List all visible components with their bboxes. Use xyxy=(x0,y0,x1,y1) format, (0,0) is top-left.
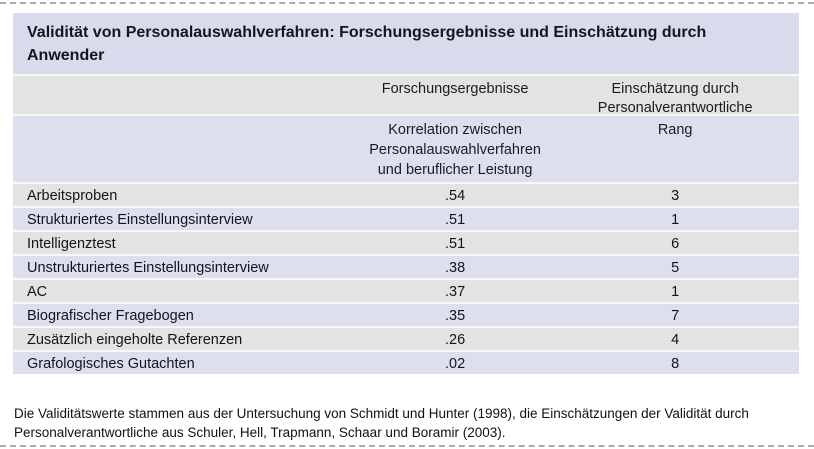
row-rang: 4 xyxy=(671,332,680,348)
row-label: Strukturiertes Einstellungsinterview xyxy=(27,212,253,228)
table-row: Biografischer Fragebogen .35 7 xyxy=(13,302,799,326)
table-row: Strukturiertes Einstellungsinterview .51… xyxy=(13,206,799,230)
row-rang: 1 xyxy=(671,212,680,228)
row-rang: 3 xyxy=(671,188,680,204)
sub-header-korrelation: Korrelation zwischen Personalauswahlverf… xyxy=(359,120,552,180)
table-row: Zusätzlich eingeholte Referenzen .26 4 xyxy=(13,326,799,350)
group-header-research-label: Forschungsergebnisse xyxy=(381,81,529,97)
row-rang: 6 xyxy=(671,236,680,252)
row-label: Intelligenztest xyxy=(27,236,116,252)
row-korrelation: .54 xyxy=(445,188,466,204)
row-korrelation: .51 xyxy=(445,212,466,228)
table-row: Grafologisches Gutachten .02 8 xyxy=(13,350,799,374)
row-label: Biografischer Fragebogen xyxy=(27,308,194,324)
row-rang: 5 xyxy=(671,260,680,276)
table-row: Intelligenztest .51 6 xyxy=(13,230,799,254)
source-footnote: Die Validitätswerte stammen aus der Unte… xyxy=(14,406,749,440)
row-label: Unstrukturiertes Einstellungsinterview xyxy=(27,260,269,276)
row-korrelation: .51 xyxy=(445,236,466,252)
row-rang: 7 xyxy=(671,308,680,324)
table-row: Unstrukturiertes Einstellungsinterview .… xyxy=(13,254,799,278)
row-label: Zusätzlich eingeholte Referenzen xyxy=(27,332,243,348)
sub-header-rang-label: Rang xyxy=(657,122,693,138)
row-korrelation: .37 xyxy=(445,284,466,300)
group-header-research: Forschungsergebnisse xyxy=(359,80,552,99)
row-label: AC xyxy=(27,284,48,300)
table-row: AC .37 1 xyxy=(13,278,799,302)
table-title: Validität von Personalauswahlverfahren: … xyxy=(13,13,799,74)
group-header-practitioners: Einschätzung durch Personalverantwortlic… xyxy=(551,80,799,118)
sub-header-rang: Rang xyxy=(551,120,799,140)
row-rang: 8 xyxy=(671,356,680,372)
row-label: Grafologisches Gutachten xyxy=(27,356,195,372)
row-rang: 1 xyxy=(671,284,680,300)
bottom-crop-mark xyxy=(0,445,814,447)
group-header-row: Forschungsergebnisse Einschätzung durch … xyxy=(13,74,799,116)
row-label: Arbeitsproben xyxy=(27,188,118,204)
group-header-practitioners-label: Einschätzung durch Personalverantwortlic… xyxy=(597,81,753,116)
row-korrelation: .38 xyxy=(445,260,466,276)
row-korrelation: .26 xyxy=(445,332,466,348)
sub-header-korrelation-label: Korrelation zwischen Personalauswahlverf… xyxy=(369,122,541,178)
row-korrelation: .02 xyxy=(445,356,466,372)
sub-header-row: Korrelation zwischen Personalauswahlverf… xyxy=(13,114,799,182)
top-crop-mark xyxy=(0,2,814,4)
row-korrelation: .35 xyxy=(445,308,466,324)
validity-table: Validität von Personalauswahlverfahren: … xyxy=(13,13,799,374)
table-row: Arbeitsproben .54 3 xyxy=(13,182,799,206)
